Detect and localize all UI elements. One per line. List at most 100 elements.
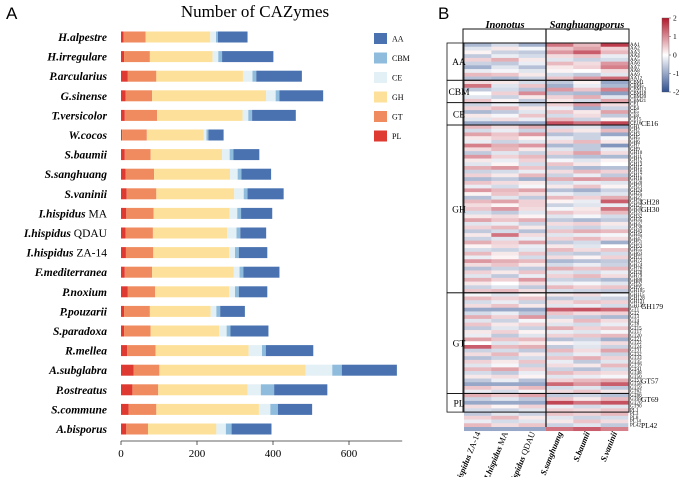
heatmap-cell [546,266,574,271]
heatmap-cell [491,318,519,323]
bar-cbm [252,70,257,82]
heatmap-cell [518,236,547,241]
legend-swatch-cbm [374,52,387,64]
row-label: GH2 [630,129,640,134]
heatmap-cell [546,367,574,372]
bar-gh [147,423,217,435]
heatmap-cell [546,371,574,376]
heatmap-cell [464,229,492,234]
heatmap-cell [546,143,574,148]
heatmap-cell [518,289,547,294]
row-label: AA8 [630,69,640,74]
heatmap-cell [600,255,629,260]
heatmap-cell [491,113,519,118]
bar-pl [121,247,126,259]
row-label: GH24 [630,188,643,193]
heatmap-cell [464,221,492,226]
heatmap-cell [464,98,492,103]
heatmap-cell [491,385,519,391]
row-label: GH11 [630,155,643,160]
row-label: GT33 [630,356,642,361]
heatmap-cell [464,240,492,245]
family-labels: AA CBM CE GH GT PL [446,42,470,413]
bar-aa [217,31,248,43]
heatmap-cell [518,363,547,368]
heatmap-cell [546,404,574,409]
bar-aa [220,305,245,317]
bar-ce [234,188,244,200]
heatmap-cell [491,98,519,103]
heatmap-cell [546,173,574,178]
heatmap-cell [491,61,519,66]
heatmap-cell [518,117,547,122]
heatmap-cell [600,400,629,405]
species-label-species: R.mellea [64,346,107,358]
bar-aa [222,51,274,63]
heatmap-cell [600,50,629,55]
heatmap-cell [573,113,601,118]
row-label: CBM1 [630,80,644,85]
heatmap-cell [491,102,519,107]
row-label: GH9 [630,147,640,152]
heatmap-cell [600,188,629,193]
heatmap-cell [518,54,547,59]
row-label: CE1 [630,103,639,108]
heatmap-cell [491,359,519,364]
bar-cbm [239,266,244,278]
bar-aa [241,207,273,219]
heatmap-cell [546,54,574,59]
heatmap-cell [518,251,547,256]
heatmap-cell [491,378,519,383]
bar-pl [121,90,126,102]
heatmap-cell [491,221,519,226]
heatmap-cell [573,397,601,402]
heatmap-cell [491,292,519,297]
heatmap-cell [573,326,601,331]
heatmap-cell [546,218,574,223]
species-label: S.sanghuang [45,169,108,181]
heatmap-cell [546,300,574,305]
bar-gh [158,384,248,396]
heatmap-cell [518,69,547,74]
heatmap-cell [600,98,629,103]
heatmap-cell [518,158,547,163]
heatmap-cell [518,356,547,361]
heatmap-cell [518,318,547,323]
heatmap-cell [518,382,547,387]
column-label: S.baumii [571,429,592,462]
legend-label-gt: GT [392,113,403,122]
heatmap-cell [518,210,547,215]
heatmap-cell [464,43,492,48]
heatmap-cell [600,270,629,275]
heatmap-cell [546,113,574,118]
heatmap-cell [464,296,492,301]
heatmap-cell [600,106,629,111]
heatmap-cell [573,110,601,115]
column-labels: I.hispidus ZA-14I.hispidus MAI.hispidus … [451,429,620,477]
heatmap-cell [573,393,601,398]
heatmap-cell [464,195,492,200]
heatmap-cell [546,296,574,301]
heatmap-cell [600,318,629,323]
heatmap-cell [600,214,629,219]
heatmap-cell [491,84,519,89]
heatmap-cell [464,315,492,320]
bar-cbm [229,149,234,161]
heatmap-cell [600,162,629,167]
legend-swatch-ce [374,72,387,83]
bar-gt [128,403,157,415]
heatmap-cell [491,255,519,260]
heatmap-cell [573,389,601,394]
heatmap-cell [573,166,601,171]
heatmap-cell [518,412,547,417]
heatmap-cell [546,102,574,107]
legend-label-cbm: CBM [392,54,410,63]
heatmap-cell [573,344,601,350]
heatmap-cell [573,251,601,256]
heatmap-cell [464,125,492,130]
heatmap-cell [491,46,519,51]
heatmap-cell [600,408,629,413]
row-label: GH6 [630,140,640,145]
legend-swatch-pl [374,130,387,142]
heatmap-cell [491,393,519,398]
